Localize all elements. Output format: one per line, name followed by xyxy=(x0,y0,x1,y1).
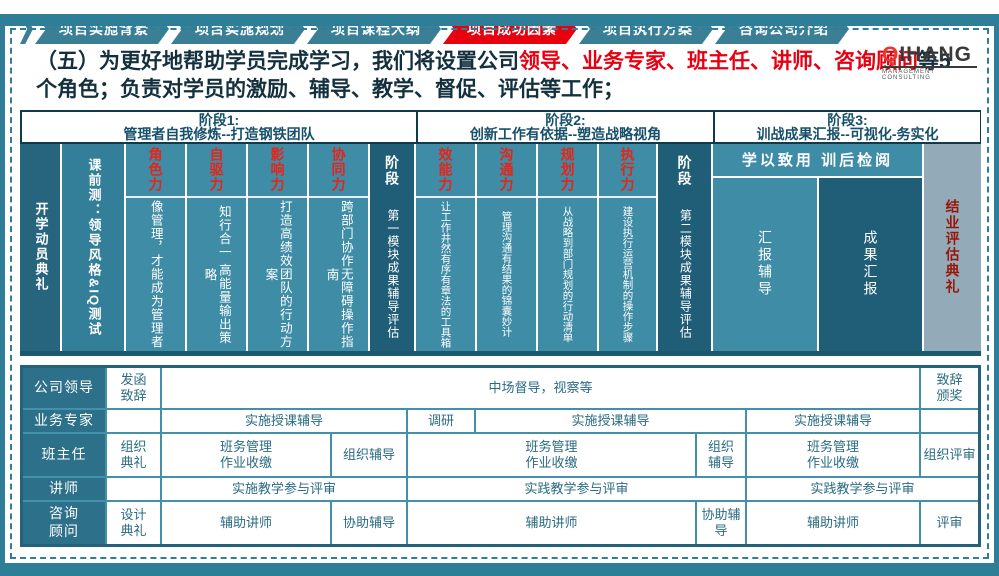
influence-head: 影响力 xyxy=(269,147,286,193)
role-label-class-teacher: 班主任 xyxy=(23,433,105,476)
column-role-power: 角色力 像管理，才能成为管理者 xyxy=(126,143,185,351)
column-result-report: 成果汇报 xyxy=(819,177,922,351)
influence-body: 打造高绩效团队的行动方案 xyxy=(263,200,292,349)
intro-roles-highlight: 领导、业务专家、班主任、讲师、咨询顾问 xyxy=(519,50,918,73)
stage3-number: 阶段3: xyxy=(827,111,868,128)
table-cell: 协助辅导 xyxy=(332,501,406,544)
communication-head: 沟通力 xyxy=(498,147,515,193)
table-cell: 评审 xyxy=(921,501,978,544)
phase1-body: 第一模块成果辅导评估 xyxy=(385,209,400,340)
self-drive-body: 知行合一 高能量输出策略 xyxy=(202,204,231,345)
column-efficiency: 效能力 让工作井然有序有章法的工具箱 xyxy=(416,143,475,351)
role-power-head: 角色力 xyxy=(147,147,164,193)
column-communication: 沟通力 管理沟通有结果的锦囊妙计 xyxy=(477,143,536,351)
frame-bar-right xyxy=(994,14,999,576)
company-logo: QIHANG MANAGEMENT CONSULTING xyxy=(882,44,977,81)
table-cell: 实施授课辅导 xyxy=(476,409,745,432)
efficiency-head: 效能力 xyxy=(437,147,454,193)
collaboration-body: 跨部门协作无障碍操作指南 xyxy=(324,200,353,349)
table-cell: 组织评审 xyxy=(921,433,978,476)
table-cell: 组织 典礼 xyxy=(107,433,160,476)
table-cell: 辅助讲师 xyxy=(408,501,695,544)
phase2-body: 第二模块成果辅导评估 xyxy=(678,209,693,340)
stage3-title: 训战成果汇报--可视化-务实化 xyxy=(756,125,939,142)
result-report-label: 成果汇报 xyxy=(862,230,879,299)
table-cell: 发函 致辞 xyxy=(107,367,160,408)
roles-table: 公司领导 发函 致辞 中场督导，视察等 致辞 颁奖 业务专家 实施授课辅导 调研… xyxy=(20,364,981,547)
program-matrix: 阶段1: 管理者自我修炼--打造钢铁团队 阶段2: 创新工作有依据--塑造战略视… xyxy=(20,109,981,356)
role-power-body: 像管理，才能成为管理者 xyxy=(148,200,163,349)
logo-wordmark: QIHANG xyxy=(882,44,977,68)
role-label-business-expert: 业务专家 xyxy=(23,409,105,432)
column-report-coaching: 汇报辅导 xyxy=(713,177,817,351)
table-cell-empty xyxy=(107,409,160,432)
stage1-title: 管理者自我修炼--打造钢铁团队 xyxy=(123,125,315,142)
table-cell: 实施授课辅导 xyxy=(162,409,406,432)
stage2-number: 阶段2: xyxy=(545,111,586,128)
table-cell: 调研 xyxy=(408,409,474,432)
intro-part1: （五）为更好地帮助学员完成学习，我们将设置公司 xyxy=(36,50,519,73)
column-collaboration: 协同力 跨部门协作无障碍操作指南 xyxy=(309,143,368,351)
table-cell: 班务管理 作业收缴 xyxy=(408,433,695,476)
column-execution: 执行力 建设执行运营机制的操作步骤 xyxy=(599,143,656,351)
logo-subtitle: MANAGEMENT CONSULTING xyxy=(882,69,935,81)
stage3-group: 学以致用 训后检阅 汇报辅导 成果汇报 xyxy=(713,143,922,351)
execution-body: 建设执行运营机制的操作步骤 xyxy=(621,206,634,343)
frame-bar-top xyxy=(0,14,999,26)
planning-body: 从战略到部门规划的行动清单 xyxy=(561,206,574,343)
table-cell: 致辞 颁奖 xyxy=(921,367,978,408)
planning-head: 规划力 xyxy=(559,147,576,193)
stage1-header: 阶段1: 管理者自我修炼--打造钢铁团队 xyxy=(22,111,416,142)
table-cell: 设计 典礼 xyxy=(107,501,160,544)
slide: { "colors": { "frame_teal": "#2e7e97", "… xyxy=(0,14,999,576)
column-self-drive: 自驱力 知行合一 高能量输出策略 xyxy=(187,143,246,351)
column-influence: 影响力 打造高绩效团队的行动方案 xyxy=(248,143,307,351)
stage2-title: 创新工作有依据--塑造战略视角 xyxy=(469,125,662,142)
table-cell: 实践教学参与评审 xyxy=(747,477,978,500)
phase2-head: 阶段 xyxy=(676,154,693,187)
execution-head: 执行力 xyxy=(619,147,636,193)
stage-header-row: 阶段1: 管理者自我修炼--打造钢铁团队 阶段2: 创新工作有依据--塑造战略视… xyxy=(20,109,981,144)
stage1-number: 阶段1: xyxy=(198,111,240,128)
table-cell: 实践教学参与评审 xyxy=(408,477,745,500)
table-cell: 实施授课辅导 xyxy=(747,409,919,432)
table-cell: 组织 辅导 xyxy=(697,433,745,476)
collaboration-head: 协同力 xyxy=(330,147,347,193)
intro-paragraph: （五）为更好地帮助学员完成学习，我们将设置公司领导、业务专家、班主任、讲师、咨询… xyxy=(36,48,952,104)
column-graduation-ceremony: 结业评估典礼 xyxy=(924,143,981,351)
table-cell: 协助辅导 xyxy=(697,501,745,544)
stage2-header: 阶段2: 创新工作有依据--塑造战略视角 xyxy=(418,111,713,142)
table-cell-empty xyxy=(107,477,160,500)
table-cell: 中场督导，视察等 xyxy=(162,367,919,408)
role-label-consultant: 咨询 顾问 xyxy=(23,501,105,544)
phase1-head: 阶段 xyxy=(384,154,401,187)
frame-bar-bottom xyxy=(0,563,999,576)
column-planning: 规划力 从战略到部门规划的行动清单 xyxy=(538,143,597,351)
column-phase1-review: 阶段 第一模块成果辅导评估 xyxy=(370,143,414,351)
communication-body: 管理沟通有结果的锦囊妙计 xyxy=(500,211,513,338)
table-cell: 班务管理 作业收缴 xyxy=(162,433,330,476)
table-cell-empty xyxy=(921,409,978,432)
table-cell: 组织辅导 xyxy=(332,433,406,476)
table-cell: 班务管理 作业收缴 xyxy=(747,433,919,476)
opening-ceremony-label: 开学动员典礼 xyxy=(33,202,49,293)
matrix-columns: 开学动员典礼 课前测：领导风格&IQ测试 角色力 像管理，才能成为管理者 自驱力… xyxy=(20,143,981,356)
pretest-label: 课前测：领导风格&IQ测试 xyxy=(86,157,102,337)
role-label-company-leader: 公司领导 xyxy=(23,367,105,408)
self-drive-head: 自驱力 xyxy=(208,147,225,193)
role-label-lecturer: 讲师 xyxy=(23,477,105,500)
column-phase2-review: 阶段 第二模块成果辅导评估 xyxy=(658,143,711,351)
stage3-header: 阶段3: 训战成果汇报--可视化-务实化 xyxy=(715,111,980,142)
report-coaching-label: 汇报辅导 xyxy=(757,230,774,299)
stage3-banner: 学以致用 训后检阅 xyxy=(713,143,922,176)
efficiency-body: 让工作井然有序有章法的工具箱 xyxy=(439,200,452,348)
frame-bar-left xyxy=(0,14,5,576)
table-cell: 辅助讲师 xyxy=(747,501,919,544)
column-pretest: 课前测：领导风格&IQ测试 xyxy=(62,143,124,351)
table-cell: 辅助讲师 xyxy=(162,501,330,544)
column-opening-ceremony: 开学动员典礼 xyxy=(20,143,60,351)
table-cell: 实施教学参与评审 xyxy=(162,477,406,500)
graduation-label: 结业评估典礼 xyxy=(944,199,961,296)
